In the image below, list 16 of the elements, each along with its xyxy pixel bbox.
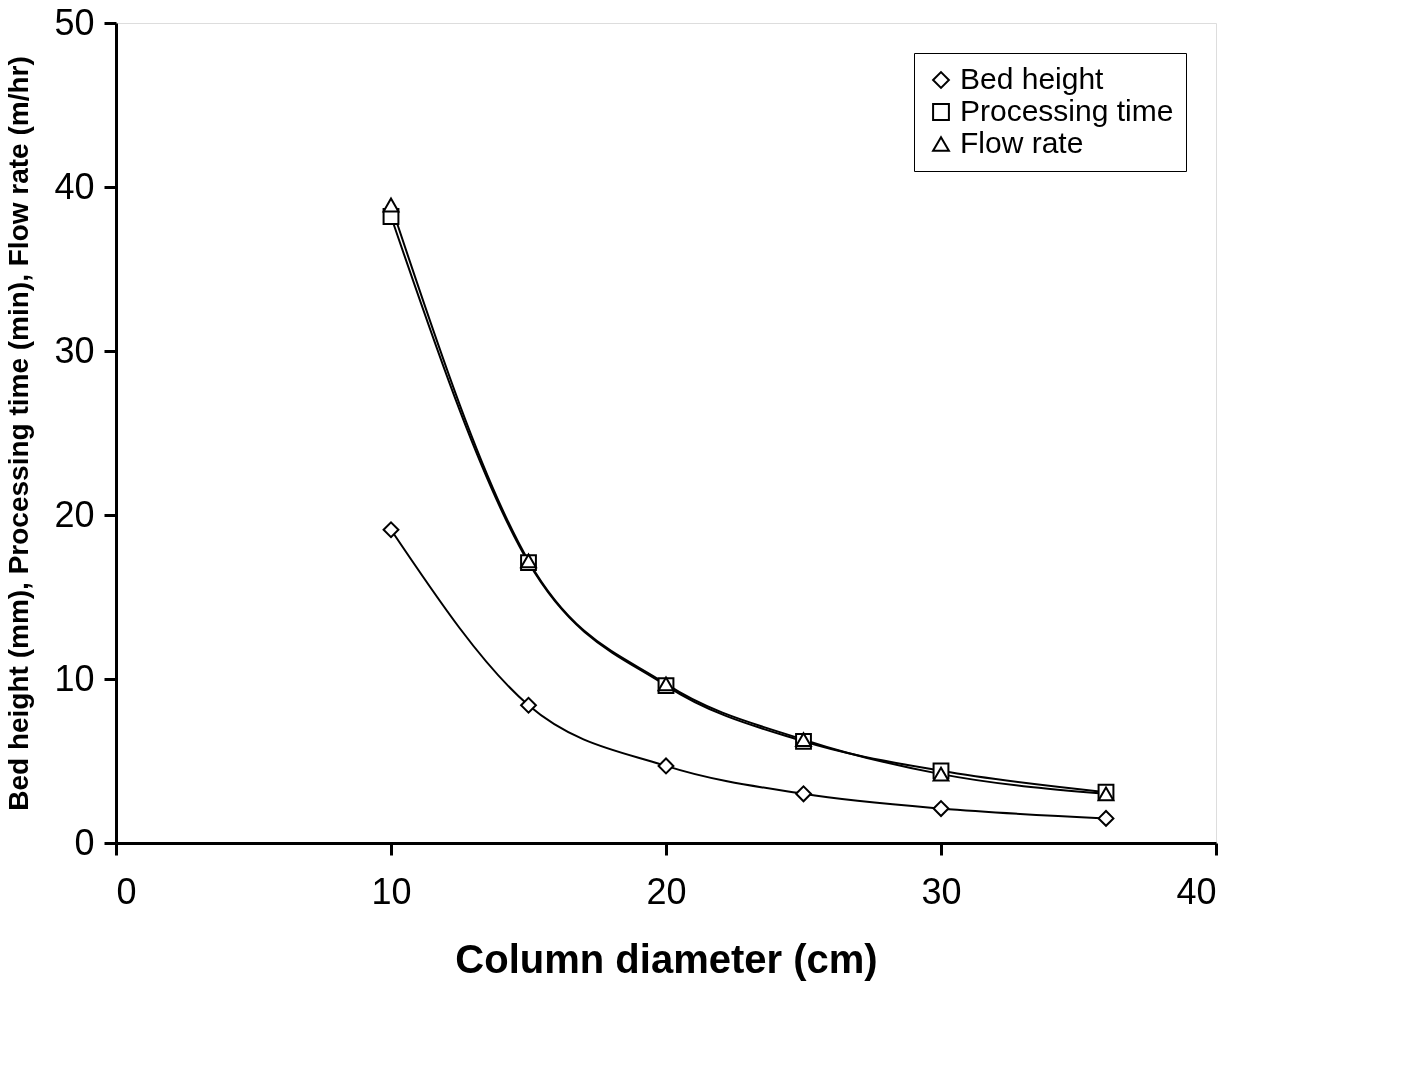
x-tick-label: 40: [1176, 870, 1217, 912]
x-tick-label: 10: [371, 870, 412, 912]
y-tick-label: 10: [54, 657, 95, 699]
x-tick-label: 20: [646, 870, 687, 912]
y-tick-label: 40: [54, 165, 95, 207]
y-tick-label: 0: [74, 821, 95, 863]
legend-label: Processing time: [960, 94, 1174, 127]
legend-label: Bed height: [960, 62, 1105, 95]
x-axis-title: Column diameter (cm): [455, 936, 878, 981]
y-tick-label: 20: [54, 493, 95, 535]
x-tick-label: 30: [921, 870, 962, 912]
y-tick-label: 30: [54, 329, 95, 371]
y-axis-title: Bed height (mm), Processing time (min), Flow rate (m/hr): [3, 56, 35, 811]
x-tick-label: 0: [116, 870, 137, 912]
legend-label: Flow rate: [960, 126, 1084, 159]
y-tick-label: 50: [54, 1, 95, 43]
